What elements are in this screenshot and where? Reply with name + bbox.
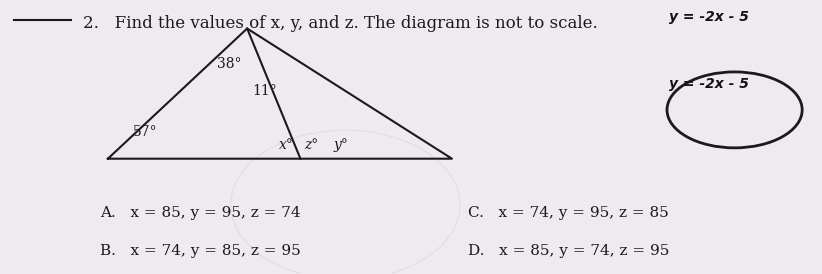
Text: y = -2x - 5: y = -2x - 5 bbox=[669, 10, 749, 24]
Text: y = -2x - 5: y = -2x - 5 bbox=[669, 77, 749, 91]
Text: 11°: 11° bbox=[253, 84, 278, 98]
Text: B.   x = 74, y = 85, z = 95: B. x = 74, y = 85, z = 95 bbox=[99, 244, 301, 258]
Text: x°: x° bbox=[279, 138, 294, 152]
Text: C.   x = 74, y = 95, z = 85: C. x = 74, y = 95, z = 85 bbox=[469, 206, 669, 220]
Text: 57°: 57° bbox=[132, 125, 157, 139]
Text: D.   x = 85, y = 74, z = 95: D. x = 85, y = 74, z = 95 bbox=[469, 244, 670, 258]
Text: y°: y° bbox=[334, 138, 349, 152]
Text: A.   x = 85, y = 95, z = 74: A. x = 85, y = 95, z = 74 bbox=[99, 206, 300, 220]
Text: 2.   Find the values of x, y, and z. The diagram is not to scale.: 2. Find the values of x, y, and z. The d… bbox=[83, 15, 598, 32]
Text: 38°: 38° bbox=[217, 57, 242, 71]
Text: z°: z° bbox=[304, 138, 318, 152]
